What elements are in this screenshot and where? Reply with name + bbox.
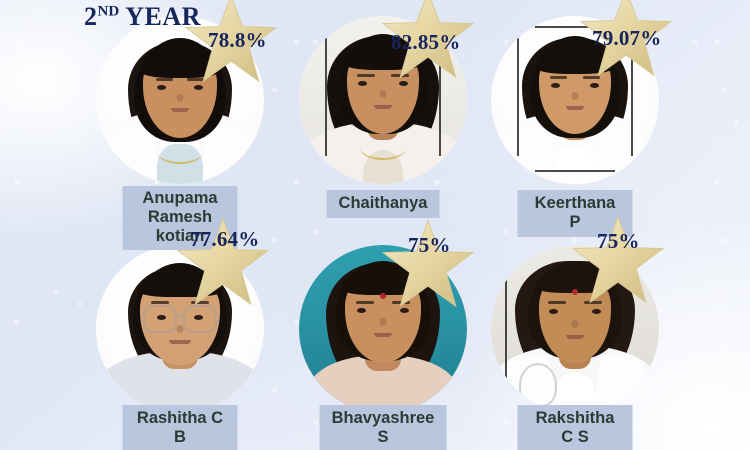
student-card[interactable]: 79.07% Keerthana P <box>460 0 690 237</box>
student-photo <box>96 245 264 413</box>
page-title-word: YEAR <box>119 2 201 31</box>
page-title-number: 2 <box>84 2 98 31</box>
student-name-plate: Rashitha C B <box>122 405 238 450</box>
student-row-2: 77.64% Rashitha C B <box>0 215 750 450</box>
student-photo <box>299 245 467 413</box>
student-photo <box>491 245 659 413</box>
student-name-plate: Bhavyashree S <box>319 405 447 450</box>
student-card[interactable]: 82.85% Chaithanya <box>268 0 498 225</box>
eyeglasses-icon <box>143 305 217 333</box>
percentage-label: 75% <box>408 233 451 257</box>
percentage-label: 75% <box>597 229 640 253</box>
percentage-label: 77.64% <box>190 227 260 251</box>
student-card[interactable]: 75% Rakshitha C S <box>460 215 690 450</box>
student-card[interactable]: 75% Bhavyashree S <box>268 219 498 450</box>
student-row-1: 78.8% Anupama Ramesh kotian <box>65 0 690 250</box>
percentage-label: 78.8% <box>208 28 267 52</box>
percentage-label: 79.07% <box>592 26 662 50</box>
student-name-plate: Rakshitha C S <box>517 405 633 450</box>
page-title: 2ND YEAR <box>84 2 201 32</box>
student-card[interactable]: 78.8% Anupama Ramesh kotian <box>65 0 295 250</box>
student-card[interactable]: 77.64% Rashitha C B <box>65 217 295 450</box>
percentage-label: 82.85% <box>391 30 461 54</box>
page-title-ordinal-suffix: ND <box>97 3 120 20</box>
student-name-plate: Chaithanya <box>326 190 440 218</box>
